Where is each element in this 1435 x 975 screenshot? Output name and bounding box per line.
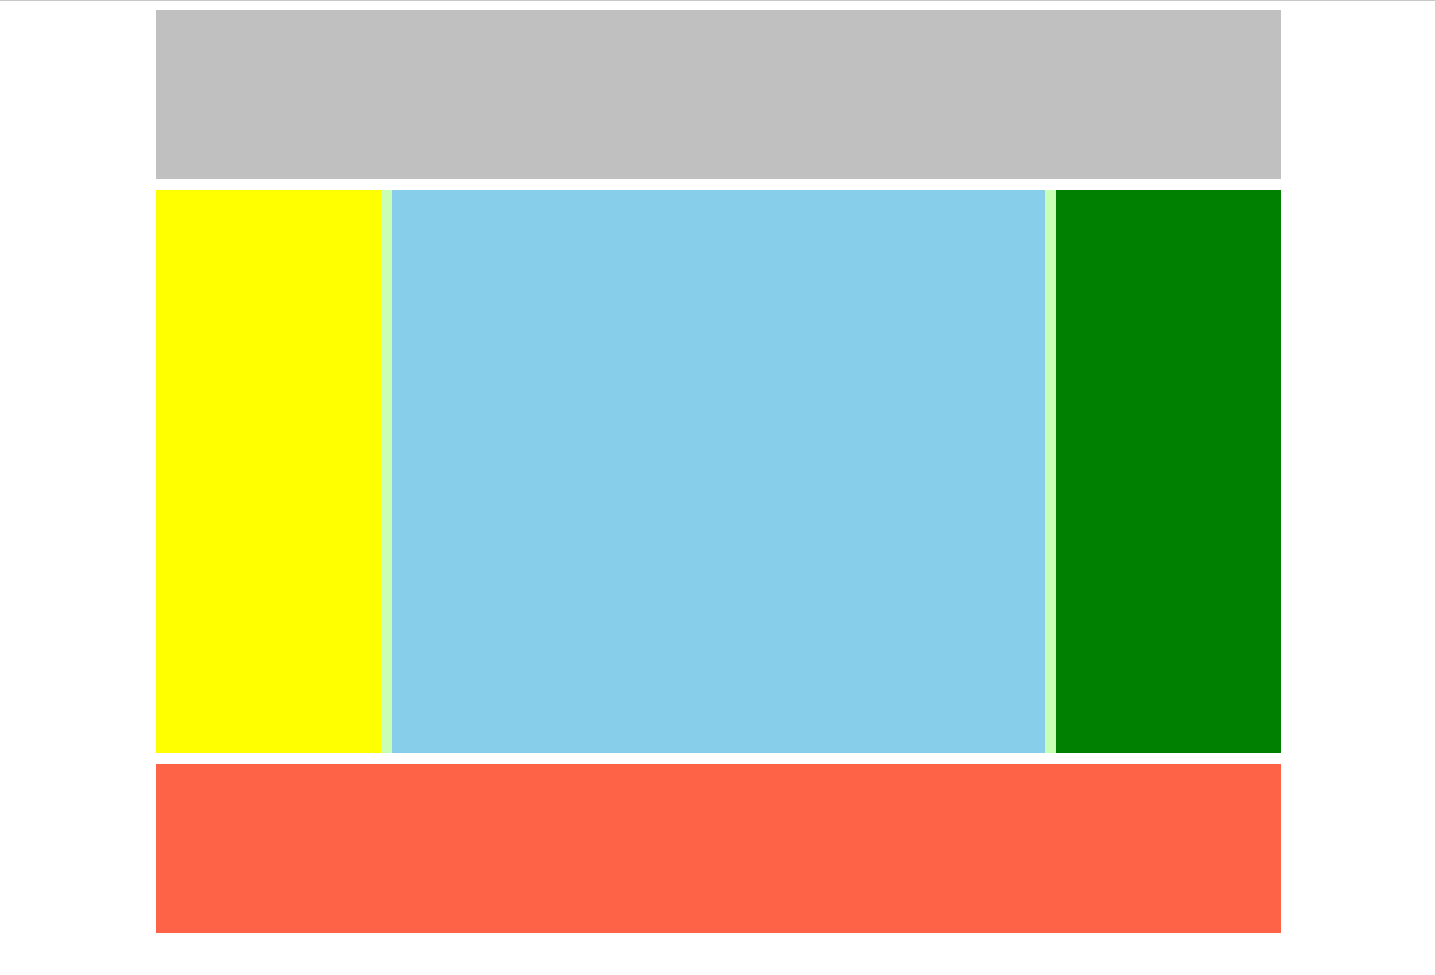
footer-block — [156, 764, 1281, 933]
right-divider — [1045, 190, 1056, 753]
page-layout — [156, 10, 1281, 933]
left-divider — [381, 190, 392, 753]
top-rule — [0, 0, 1435, 1]
right-panel — [1056, 190, 1281, 753]
left-panel — [156, 190, 381, 753]
middle-row — [156, 190, 1281, 753]
header-block — [156, 10, 1281, 179]
center-panel — [392, 190, 1045, 753]
